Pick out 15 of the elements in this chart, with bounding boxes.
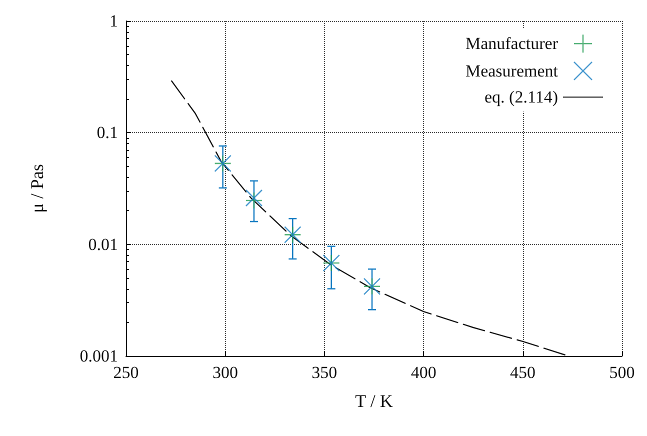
- legend-label: Measurement: [465, 61, 558, 80]
- x-tick-label: 500: [609, 363, 635, 382]
- y-tick-label: 0.001: [80, 346, 118, 366]
- x-axis-title: T / K: [355, 391, 393, 411]
- legend-label: Manufacturer: [465, 34, 558, 54]
- x-tick-label: 300: [212, 363, 238, 382]
- y-tick-label: 1: [110, 12, 118, 30]
- x-tick-label: 400: [410, 363, 436, 382]
- legend-label: eq. (2.114): [484, 88, 558, 107]
- x-tick-label: 450: [510, 363, 536, 382]
- x-tick-label: 350: [312, 363, 338, 382]
- y-tick-label: 0.1: [96, 123, 118, 142]
- y-axis-title: μ / Pas: [27, 164, 47, 213]
- x-tick-label: 250: [113, 363, 139, 382]
- y-tick-label: 0.01: [88, 234, 118, 254]
